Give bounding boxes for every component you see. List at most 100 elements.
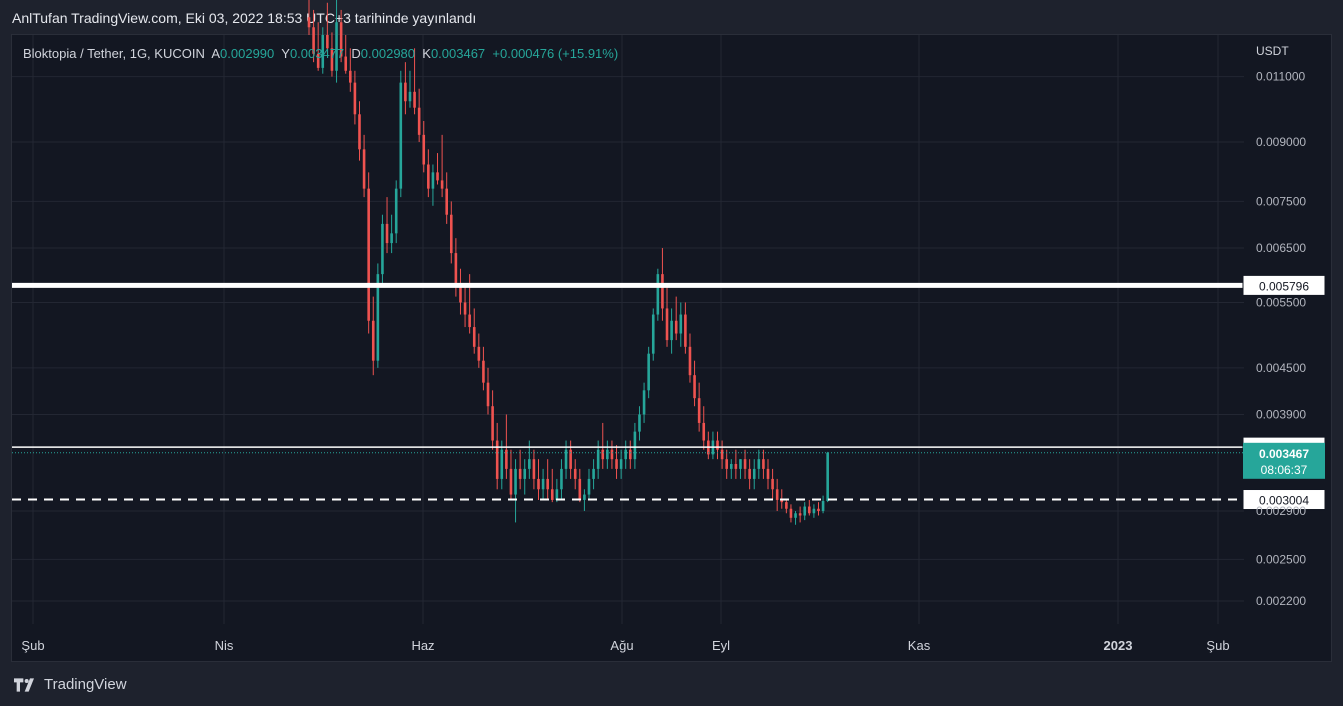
price-tick-label: 0.002200 — [1256, 594, 1306, 608]
candle-body — [495, 440, 499, 479]
candle — [358, 101, 361, 161]
candle — [367, 172, 370, 334]
candle — [688, 333, 692, 383]
candle-body — [486, 382, 490, 407]
candle-body — [454, 253, 458, 286]
candle-body — [775, 489, 779, 500]
candle — [472, 308, 476, 354]
candle — [445, 172, 448, 224]
candle-body — [803, 506, 807, 516]
candle — [619, 449, 623, 479]
grid-lines — [12, 35, 1244, 624]
change-value: +0.000476 (+15.91%) — [492, 46, 619, 61]
candle-body — [647, 353, 650, 391]
candle-body — [537, 478, 540, 490]
candle — [647, 346, 650, 399]
candle — [748, 459, 751, 490]
candle — [569, 440, 572, 479]
candle-body — [307, 17, 311, 28]
candle — [408, 70, 412, 108]
candle-body — [606, 449, 609, 460]
candle — [771, 468, 774, 500]
candle-body — [422, 134, 426, 165]
candle — [312, 9, 315, 63]
candle — [376, 263, 380, 368]
candle-body — [436, 172, 439, 181]
candle — [344, 35, 348, 74]
candle — [500, 440, 504, 490]
candle-body — [725, 459, 728, 469]
candle — [321, 27, 325, 74]
candle-body — [766, 468, 770, 479]
candle-body — [358, 114, 361, 150]
candle — [642, 382, 646, 423]
candle — [656, 268, 660, 321]
level-price-label: 0.005796 — [1259, 279, 1309, 293]
candle — [629, 440, 632, 469]
candle — [808, 499, 811, 516]
price-tick-label: 0.002500 — [1256, 552, 1306, 566]
candle-body — [619, 459, 623, 469]
candle — [518, 449, 522, 490]
time-tick-label: Kas — [908, 638, 931, 653]
candle — [606, 440, 609, 469]
candle — [532, 449, 536, 490]
candle — [564, 440, 568, 479]
candle — [720, 440, 724, 469]
candle — [381, 214, 384, 286]
candle — [587, 468, 591, 500]
candle — [440, 134, 444, 198]
candle — [573, 459, 577, 490]
candle-body — [615, 459, 618, 469]
candle-body — [482, 360, 485, 383]
candle-body — [785, 502, 788, 509]
candle-body — [413, 91, 416, 108]
candle — [390, 214, 393, 254]
candle-body — [445, 188, 448, 215]
candle-body — [326, 35, 329, 49]
candle — [449, 201, 453, 264]
candle-body — [491, 406, 494, 441]
candles — [307, 0, 829, 525]
candle-body — [390, 233, 393, 244]
candle-body — [312, 27, 315, 54]
time-tick-label: Ağu — [610, 638, 633, 653]
candle-body — [596, 449, 600, 469]
candle — [427, 149, 430, 198]
candle-body — [509, 468, 513, 495]
ohlc-legend: Bloktopia / Tether, 1G, KUCOIN A0.002990… — [23, 46, 618, 61]
candle — [550, 468, 554, 503]
candle-body — [697, 398, 701, 423]
candle-body — [394, 188, 398, 234]
candle-body — [798, 513, 802, 516]
candle-body — [808, 506, 811, 514]
price-tick-label: 0.005500 — [1256, 295, 1306, 309]
time-tick-label: Nis — [215, 638, 234, 653]
candle — [739, 459, 742, 479]
candle-body — [578, 478, 582, 500]
candle — [766, 459, 770, 490]
tradingview-logo-icon — [14, 677, 34, 692]
candle-body — [555, 489, 559, 500]
candle-body — [656, 274, 660, 315]
candle-body — [702, 422, 706, 441]
footer-brand[interactable]: TradingView — [14, 676, 127, 693]
candle — [615, 445, 618, 479]
candle — [734, 449, 738, 479]
candle — [537, 459, 540, 500]
candle — [431, 164, 435, 206]
candle — [665, 285, 669, 347]
time-tick-label: Şub — [21, 638, 44, 653]
candle — [514, 459, 517, 523]
candle-body — [729, 463, 733, 469]
candle — [316, 22, 320, 71]
price-tick-label: 0.006500 — [1256, 241, 1306, 255]
candle-body — [679, 314, 683, 334]
candle — [803, 502, 807, 521]
candle-body — [748, 468, 751, 479]
candle-body — [826, 452, 829, 502]
candle — [362, 134, 366, 198]
candle — [307, 0, 311, 35]
level-price-tag — [1242, 274, 1326, 296]
